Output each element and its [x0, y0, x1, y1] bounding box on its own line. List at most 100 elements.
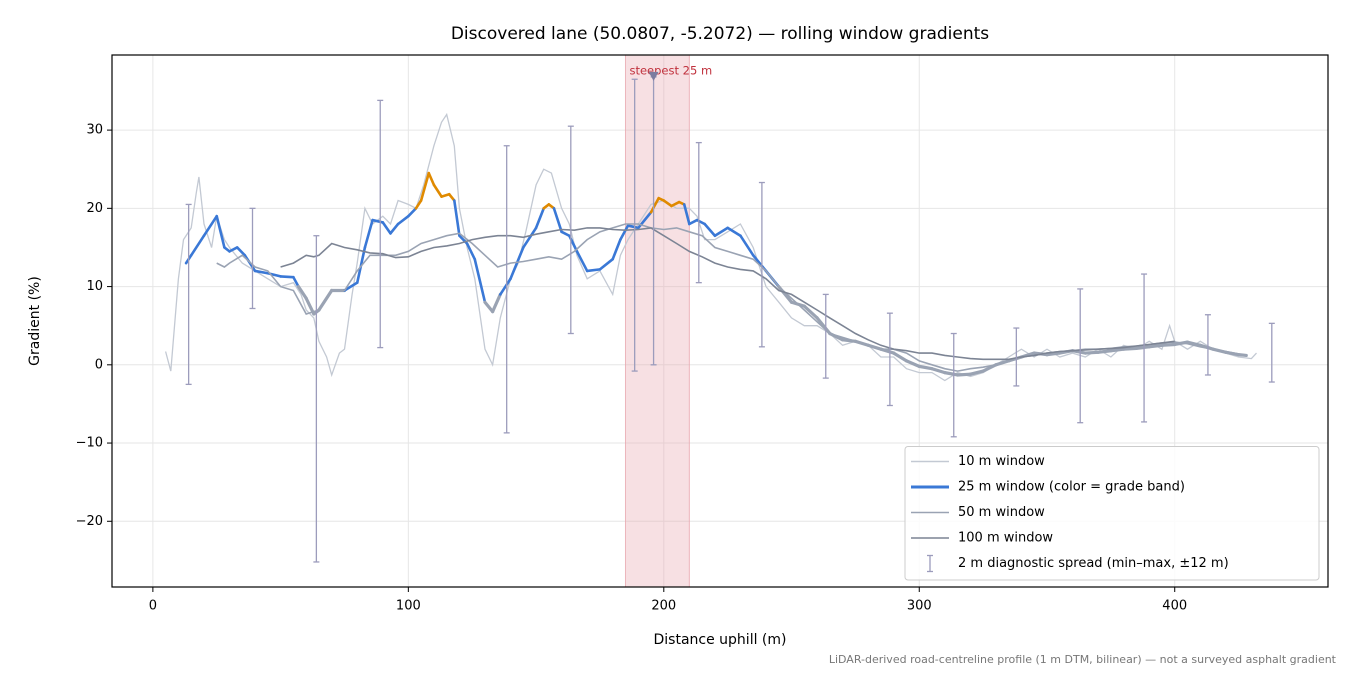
- series-segment: [407, 207, 418, 218]
- series-segment: [381, 221, 392, 235]
- series-segment: [598, 257, 615, 271]
- series-segment: [688, 218, 699, 226]
- y-tick-label: −10: [76, 436, 103, 451]
- series-segment: [1185, 340, 1202, 347]
- series-segment: [189, 234, 206, 257]
- series-segment: [713, 226, 729, 238]
- spread-bar: [567, 125, 574, 335]
- spread-bar: [695, 141, 702, 284]
- series-segment: [389, 222, 400, 235]
- spread-bar: [758, 181, 765, 348]
- x-tick-label: 400: [1162, 599, 1187, 614]
- series-segment: [343, 281, 359, 292]
- series-segment: [447, 192, 456, 202]
- x-tick-label: 100: [396, 599, 421, 614]
- spread-bar: [631, 78, 638, 372]
- series-segment: [419, 171, 431, 202]
- series-segment: [611, 238, 622, 261]
- series-segment: [739, 234, 755, 257]
- spread-bar: [377, 99, 384, 349]
- spread-bar: [950, 332, 957, 438]
- series-segment: [619, 224, 630, 241]
- series-segment: [552, 207, 563, 234]
- series-segment: [465, 242, 477, 261]
- series-segment: [649, 196, 660, 214]
- series-segment: [202, 214, 219, 238]
- plot-frame: [111, 54, 1329, 588]
- legend-label: 10 m window: [958, 454, 1045, 469]
- legend-label: 50 m window: [958, 505, 1045, 520]
- series-segment: [917, 364, 934, 371]
- series-segment: [473, 257, 487, 304]
- series-segment: [1083, 350, 1100, 355]
- series-segment: [1045, 351, 1062, 357]
- spread-bar: [1077, 288, 1084, 424]
- spread-bar: [185, 203, 192, 386]
- series-segment: [296, 284, 308, 300]
- series-segment: [521, 226, 538, 249]
- steepest-label: steepest 25 m: [629, 64, 712, 78]
- series-segment: [432, 183, 443, 198]
- series-segment: [575, 250, 589, 273]
- spread-bar: [886, 312, 893, 407]
- legend-box: [904, 446, 1320, 581]
- x-tick-label: 0: [149, 599, 157, 614]
- series-segment: [904, 359, 921, 368]
- series-segment: [228, 246, 239, 253]
- series-segment: [1096, 349, 1113, 354]
- series-segment: [363, 218, 374, 249]
- series-segment: [427, 171, 436, 187]
- spread-bar: [822, 293, 829, 379]
- y-tick-label: 20: [86, 201, 103, 216]
- spread-bar: [1268, 322, 1275, 383]
- series-segment: [371, 218, 385, 224]
- series-segment: [560, 230, 571, 238]
- series-segment: [968, 369, 985, 376]
- series-segment: [440, 192, 451, 198]
- series-segment: [703, 222, 717, 238]
- legend-label: 100 m window: [958, 531, 1053, 546]
- series-segment: [396, 214, 410, 226]
- series-segment: [499, 277, 512, 296]
- series-segment: [235, 246, 247, 257]
- series-segment: [585, 268, 602, 273]
- series-segment: [802, 304, 819, 320]
- series-segment: [1160, 342, 1177, 347]
- spread-bar: [503, 145, 510, 434]
- steepest-marker: [648, 71, 659, 81]
- series-segment: [682, 203, 691, 226]
- x-tick-label: 300: [907, 599, 932, 614]
- series-segment: [491, 292, 502, 314]
- spread-bar: [1141, 273, 1148, 423]
- x-axis-label: Distance uphill (m): [654, 632, 787, 648]
- series-segment: [726, 226, 742, 238]
- series-segment: [1236, 353, 1248, 358]
- series-segment: [1122, 346, 1139, 351]
- series-line: [164, 112, 1257, 382]
- spread-bar: [1204, 314, 1211, 376]
- x-tick-label: 200: [651, 599, 676, 614]
- series-segment: [292, 275, 300, 288]
- series-segment: [509, 246, 525, 281]
- series-segment: [279, 275, 295, 279]
- series-segment: [215, 214, 226, 249]
- legend-label: 25 m window (color = grade band): [958, 480, 1185, 495]
- series-segment: [943, 371, 960, 377]
- y-tick-label: 0: [95, 357, 103, 372]
- footnote: LiDAR-derived road-centreline profile (1…: [829, 653, 1337, 666]
- series-segment: [534, 207, 546, 230]
- series-segment: [930, 367, 947, 375]
- series-segment: [670, 200, 681, 208]
- series-segment: [892, 351, 909, 363]
- series-line: [216, 223, 1239, 372]
- chart-title: Discovered lane (50.0807, -5.2072) — rol…: [451, 24, 989, 44]
- series-segment: [1109, 347, 1126, 353]
- legend: 10 m window 25 m window (color = grade ba…: [904, 446, 1320, 581]
- legend-label: 2 m diagnostic spread (min–max, ±12 m): [958, 556, 1229, 571]
- series-segment: [1147, 343, 1164, 349]
- y-tick-label: −20: [76, 514, 103, 529]
- y-tick-label: 30: [86, 123, 103, 138]
- series-segment: [453, 199, 461, 238]
- series-segment: [626, 224, 640, 230]
